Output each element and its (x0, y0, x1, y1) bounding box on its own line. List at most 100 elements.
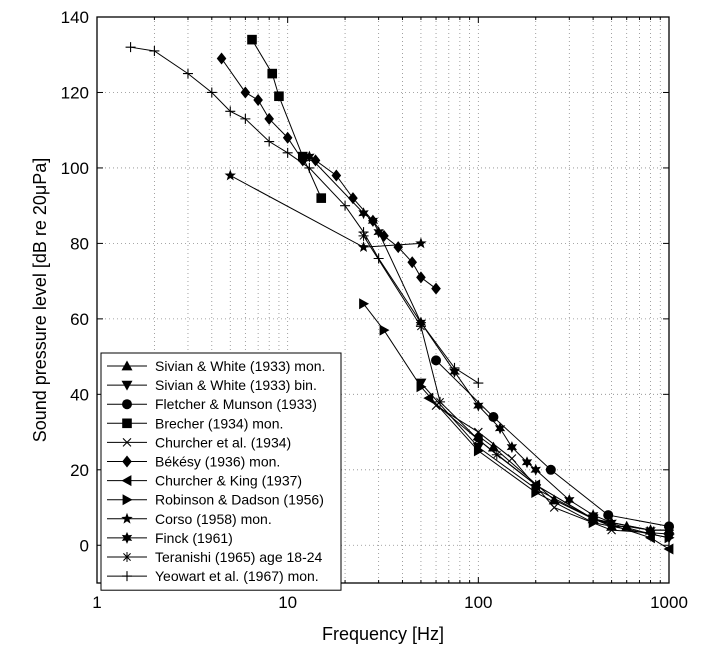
data-point (645, 525, 656, 536)
legend-label: Robinson & Dadson (1956) (155, 492, 324, 508)
data-point (253, 94, 263, 107)
series-line (309, 156, 669, 531)
data-point (216, 52, 227, 65)
data-point (507, 454, 517, 463)
legend-marker (122, 418, 132, 429)
data-point (473, 378, 484, 389)
data-point (224, 169, 236, 181)
legend-box (100, 352, 342, 591)
data-point (340, 200, 351, 211)
data-point (240, 113, 251, 124)
legend-label: Békésy (1936) mon. (155, 454, 280, 470)
legend-marker (121, 531, 133, 544)
data-point (358, 207, 369, 220)
data-point (548, 494, 560, 505)
data-point (531, 486, 542, 498)
y-tick-label: 120 (61, 83, 89, 102)
legend-label: Corso (1958) mon. (155, 511, 272, 527)
y-tick-label: 80 (70, 234, 89, 253)
legend-label: Churcher & King (1937) (155, 473, 302, 489)
data-point (247, 34, 257, 45)
data-point (473, 427, 483, 437)
data-point (506, 441, 518, 454)
data-point (407, 256, 418, 269)
data-point (491, 449, 502, 460)
x-tick-label: 100 (464, 593, 492, 612)
data-point (264, 136, 275, 147)
legend-entry: Sivian & White (1933) bin. (107, 377, 317, 393)
y-axis-label: Sound pressure level [dB re 20μPa] (30, 158, 50, 443)
data-point (488, 411, 499, 422)
legend-marker (121, 360, 133, 371)
data-point (359, 298, 370, 310)
data-point (494, 422, 506, 435)
legend-marker (121, 512, 133, 524)
series-9 (224, 169, 427, 253)
data-point (282, 131, 293, 144)
y-tick-label: 100 (61, 159, 89, 178)
data-point (545, 464, 556, 475)
series-12 (125, 42, 484, 389)
data-point (530, 463, 541, 476)
data-point (423, 392, 434, 404)
legend-entry: Finck (1961) (107, 530, 233, 546)
y-tick-label: 60 (70, 310, 89, 329)
data-point (431, 355, 442, 366)
legend-label: Yeowart et al. (1967) mon. (155, 568, 319, 584)
data-point (415, 317, 426, 328)
data-point (367, 214, 379, 227)
legend-label: Teranishi (1965) age 18-24 (155, 549, 323, 565)
data-point (225, 106, 236, 117)
data-point (240, 86, 251, 99)
legend-marker (122, 399, 132, 410)
y-tick-label: 40 (70, 385, 89, 404)
data-point (357, 241, 370, 253)
data-point (358, 227, 369, 238)
legend-entry: Corso (1958) mon. (107, 511, 272, 527)
data-point (415, 237, 427, 249)
legend-label: Sivian & White (1933) bin. (155, 377, 317, 393)
data-point (607, 525, 616, 535)
data-point (331, 169, 342, 182)
legend-entry: Teranishi (1965) age 18-24 (107, 549, 323, 565)
data-point (588, 517, 599, 529)
series-layer (125, 34, 675, 555)
data-point (264, 112, 274, 125)
legend-label: Finck (1961) (155, 530, 233, 546)
x-axis-label: Frequency [Hz] (322, 624, 444, 644)
legend-entry: Churcher & King (1937) (107, 473, 302, 489)
data-point (472, 442, 484, 453)
data-point (435, 396, 446, 407)
x-tick-label: 1000 (650, 593, 688, 612)
plot-frame (96, 16, 670, 584)
data-point (473, 399, 484, 412)
data-point (316, 193, 327, 203)
data-point (379, 324, 390, 336)
data-point (645, 532, 655, 544)
data-point (473, 434, 484, 445)
data-point (297, 154, 308, 167)
data-point (267, 68, 278, 79)
data-point (373, 226, 384, 239)
x-tick-label: 1 (92, 593, 101, 612)
legend-entry: Churcher et al. (1934) (107, 434, 291, 450)
legend-label: Brecher (1934) mon. (155, 415, 283, 431)
data-point (415, 378, 427, 389)
data-point (473, 445, 484, 457)
legend-marker (122, 571, 132, 582)
data-point (521, 456, 533, 469)
legend-marker (122, 494, 133, 506)
data-point (564, 493, 575, 506)
data-point (416, 381, 427, 393)
data-point (304, 162, 315, 173)
legend-marker (122, 438, 132, 447)
data-point (449, 362, 460, 373)
data-point (588, 513, 599, 524)
legend-entry: Sivian & White (1933) mon. (107, 358, 325, 374)
legend: Sivian & White (1933) mon. Sivian & White… (100, 352, 342, 591)
legend-entry: Brecher (1934) mon. (107, 415, 283, 431)
legend-label: Fletcher & Munson (1933) (155, 396, 317, 412)
series-6 (216, 52, 441, 295)
data-point (379, 229, 389, 242)
